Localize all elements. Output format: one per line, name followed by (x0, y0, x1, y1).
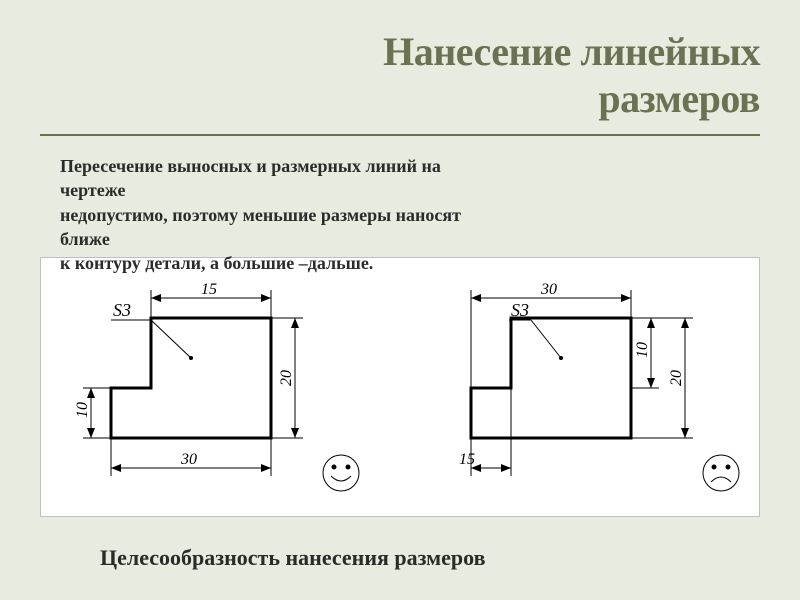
dim-top-left: 15 (201, 281, 217, 298)
title-line-2: размеров (40, 75, 760, 122)
dim-vi-right: 10 (634, 342, 651, 358)
diagram-right: 30 S3 10 20 15 (401, 258, 761, 518)
dim-vl-left: 10 (74, 402, 91, 418)
title-block: Нанесение линейных размеров (0, 0, 800, 130)
para-l5: к контуру детали, а большие –дальше. (60, 251, 740, 275)
para-l1: Пересечение выносных и размерных линий н… (60, 154, 740, 178)
caption: Целесообразность нанесения размеров (0, 517, 800, 571)
dim-b-right: 15 (459, 451, 475, 468)
s3-left: S3 (113, 300, 131, 320)
title-line-1: Нанесение линейных (40, 28, 760, 75)
dim-vr-left: 20 (278, 370, 295, 386)
body-text: Пересечение выносных и размерных линий н… (0, 154, 800, 275)
dim-top-right: 30 (540, 281, 557, 298)
para-l3: недопустимо, поэтому меньшие размеры нан… (60, 203, 740, 227)
para-l2: чертеже (60, 178, 740, 202)
dim-vo-right: 20 (668, 370, 685, 386)
title-underline (40, 134, 760, 136)
s3-right: S3 (511, 300, 529, 320)
para-l4: ближе (60, 227, 740, 251)
diagram-strip: 15 S3 10 20 30 (40, 257, 760, 517)
diagram-left: 15 S3 10 20 30 (41, 258, 401, 518)
dim-b-left: 30 (180, 451, 197, 468)
